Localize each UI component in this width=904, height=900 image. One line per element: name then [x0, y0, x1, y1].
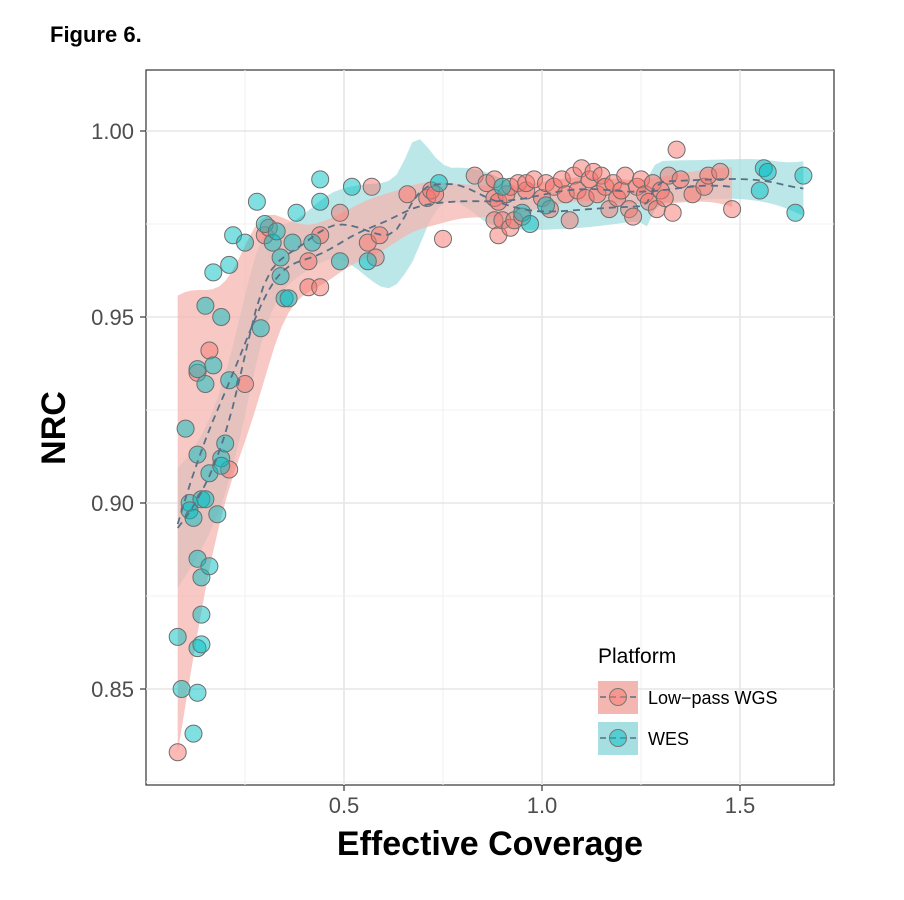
data-point-low-pass-wgs [663, 203, 682, 222]
data-point-wes [196, 296, 215, 315]
y-tick-label: 0.85 [91, 677, 134, 702]
data-point-wes [192, 605, 211, 624]
data-point-wes [267, 222, 286, 241]
y-tick-label: 1.00 [91, 119, 134, 144]
y-axis-ticks: 0.85 0.90 0.95 1.00 [91, 119, 146, 702]
fit-line-low-pass-wgs [176, 184, 733, 525]
legend-key-low-pass-wgs: Low−pass WGS [598, 681, 778, 714]
data-point-wes [188, 683, 207, 702]
x-axis-title: Effective Coverage [337, 825, 643, 863]
legend-title: Platform [598, 645, 676, 668]
data-point-wes [493, 177, 512, 196]
data-point-wes [184, 724, 203, 743]
legend-label-wes: WES [648, 729, 689, 749]
data-point-low-pass-wgs [311, 278, 330, 297]
data-point-low-pass-wgs [434, 229, 452, 248]
data-point-wes [196, 375, 215, 393]
data-point-low-pass-wgs [200, 341, 219, 360]
data-point-wes [794, 166, 813, 185]
data-point-wes [176, 419, 195, 438]
data-point-wes [537, 196, 555, 215]
data-point-wes [204, 356, 223, 375]
data-point-wes [342, 177, 361, 196]
legend-point-low-pass-wgs [609, 688, 627, 706]
data-point-wes [196, 490, 215, 509]
data-point-wes [188, 360, 207, 379]
data-point-wes [216, 434, 235, 453]
data-point-wes [236, 233, 254, 252]
y-tick-label: 0.90 [91, 491, 134, 516]
x-axis-ticks: 0.5 1.0 1.5 [329, 785, 756, 818]
data-point-wes [184, 508, 203, 527]
data-point-wes [212, 308, 231, 326]
data-point-low-pass-wgs [671, 170, 690, 189]
data-point-wes [208, 505, 227, 524]
data-point-wes [168, 627, 187, 646]
data-point-wes [758, 162, 777, 181]
data-point-low-pass-wgs [667, 140, 686, 159]
legend-key-wes: WES [598, 722, 689, 755]
x-tick-label: 1.0 [527, 793, 558, 818]
data-point-low-pass-wgs [299, 252, 318, 271]
data-point-wes [271, 248, 290, 267]
data-point-low-pass-wgs [168, 743, 187, 762]
data-point-low-pass-wgs [331, 203, 349, 222]
data-point-wes [287, 203, 306, 222]
data-point-wes [303, 233, 322, 252]
y-tick-label: 0.95 [91, 305, 134, 330]
data-point-wes [750, 181, 769, 200]
data-point-wes [220, 371, 239, 390]
data-point-wes [200, 557, 219, 576]
data-point-low-pass-wgs [362, 177, 381, 196]
confidence-bands [177, 139, 804, 753]
data-point-wes [358, 252, 377, 271]
x-tick-label: 0.5 [329, 793, 360, 818]
data-point-wes [271, 267, 290, 286]
data-point-wes [311, 170, 330, 189]
data-point-wes [204, 263, 223, 282]
data-point-wes [220, 255, 239, 274]
legend: Platform Low−pass WGS WES [598, 645, 778, 755]
legend-point-wes [609, 729, 627, 747]
x-tick-label: 1.5 [725, 793, 756, 818]
data-point-low-pass-wgs [711, 162, 730, 181]
data-point-low-pass-wgs [398, 185, 417, 204]
data-point-wes [430, 174, 448, 193]
y-axis-title: NRC [35, 391, 73, 465]
fit-lines [176, 178, 804, 529]
data-point-wes [279, 289, 298, 308]
data-point-wes [192, 635, 211, 654]
legend-label-low-pass-wgs: Low−pass WGS [648, 688, 778, 708]
data-point-wes [786, 203, 805, 222]
data-point-wes [172, 680, 191, 698]
data-point-low-pass-wgs [655, 189, 674, 207]
data-point-low-pass-wgs [624, 207, 643, 226]
data-point-wes [247, 192, 266, 211]
data-point-wes [283, 233, 302, 252]
data-points [168, 140, 813, 762]
data-point-wes [251, 319, 270, 338]
data-point-wes [521, 215, 540, 233]
data-point-low-pass-wgs [560, 211, 579, 230]
figure-label: Figure 6. [50, 22, 142, 47]
data-point-low-pass-wgs [723, 200, 742, 219]
data-point-wes [311, 192, 330, 211]
data-point-wes [331, 252, 349, 271]
data-point-wes [212, 456, 231, 475]
fit-line-wes [176, 178, 804, 529]
